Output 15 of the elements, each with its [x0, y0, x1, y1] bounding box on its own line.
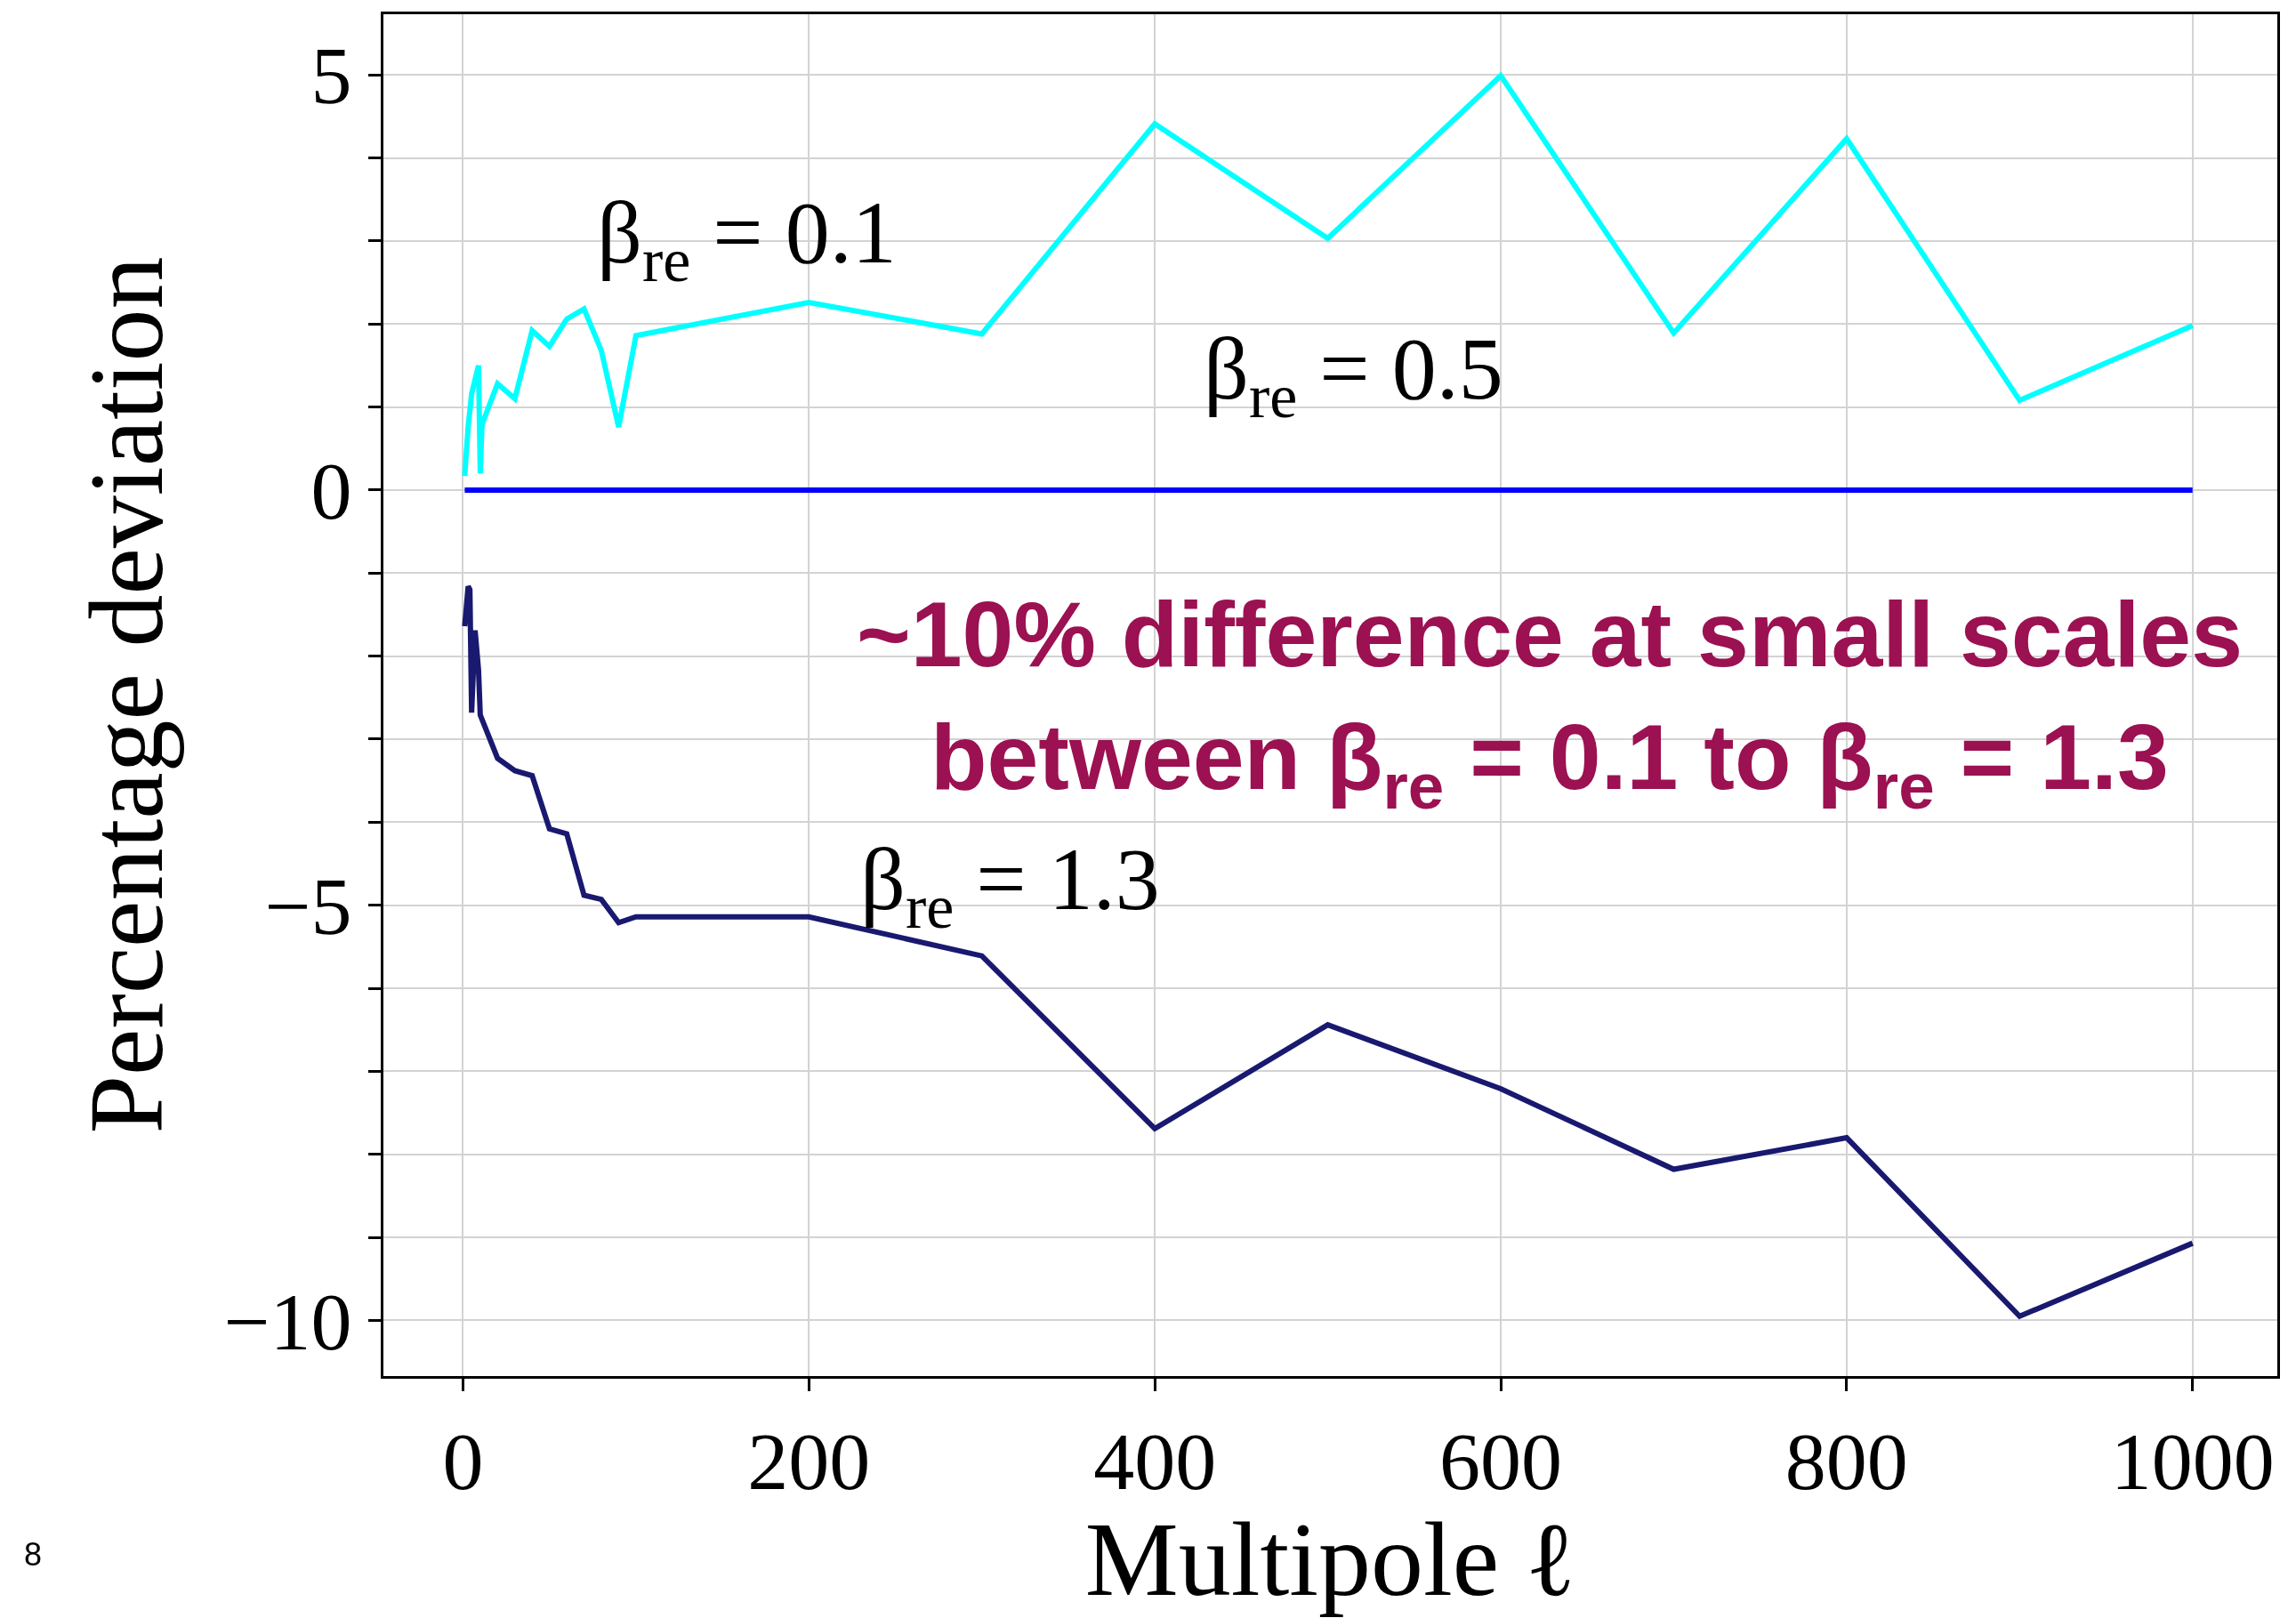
annotation: between β$_{re}$ = 0.1 to β$_{re}$ = 1.3	[930, 705, 2169, 822]
y-tick-label: −5	[264, 860, 352, 952]
text: 8	[24, 1536, 43, 1573]
series-label: β$_{re}$ = 0.5	[1204, 319, 1503, 431]
y-tick-label: 5	[310, 30, 352, 122]
x-tick-label: 200	[747, 1416, 871, 1508]
x-tick-label: 0	[442, 1416, 484, 1508]
series-label: β$_{re}$ = 1.3	[860, 830, 1160, 941]
x-tick-label: 800	[1784, 1416, 1908, 1508]
annotation: ~10% difference at small scales	[857, 583, 2244, 686]
y-axis-title: Percentage deviation	[68, 256, 185, 1134]
y-tick-label: −10	[223, 1276, 352, 1367]
series-label: β$_{re}$ = 0.1	[597, 183, 897, 294]
x-tick-label: 1000	[2110, 1416, 2275, 1508]
y-tick-label: 0	[310, 446, 352, 537]
